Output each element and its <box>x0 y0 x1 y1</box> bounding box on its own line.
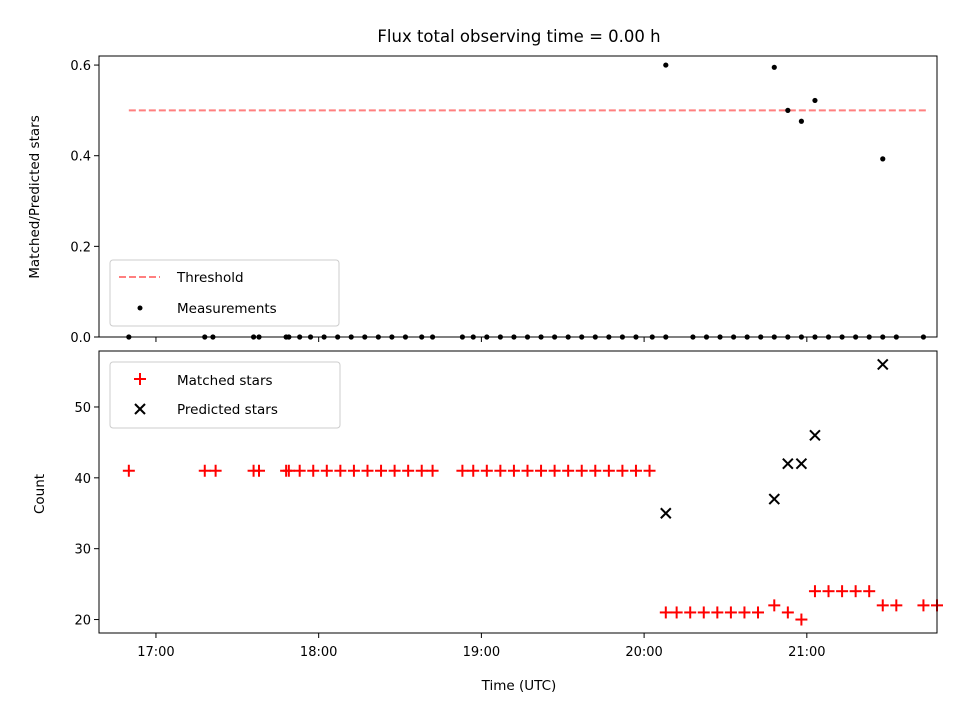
matched-star-point <box>253 464 266 477</box>
legend-measurements-label: Measurements <box>177 301 277 317</box>
matched-star-point <box>849 585 862 598</box>
measurement-point <box>663 62 669 68</box>
matched-star-point <box>521 464 534 477</box>
x-axis-label: Time (UTC) <box>481 678 557 694</box>
matched-star-point <box>402 464 415 477</box>
matched-star-point <box>917 599 930 612</box>
matched-star-point <box>494 464 507 477</box>
matched-star-point <box>548 464 561 477</box>
measurement-point <box>798 118 805 124</box>
matched-star-point <box>415 464 428 477</box>
bottom-legend: Matched stars Predicted stars <box>109 361 341 429</box>
x-tick-label: 20:00 <box>625 645 662 660</box>
matched-star-point <box>307 464 320 477</box>
matched-star-point <box>795 613 808 626</box>
matched-star-point <box>724 606 737 619</box>
matched-star-point <box>361 464 374 477</box>
matched-star-point <box>822 585 835 598</box>
measurement-point <box>880 156 886 162</box>
x-tick-label: 19:00 <box>463 645 500 660</box>
matched-star-point <box>535 464 548 477</box>
top-plot-area: 0.0 0.2 0.4 0.6 <box>70 55 938 346</box>
y-tick-label: 50 <box>74 401 91 416</box>
matched-star-point <box>480 464 493 477</box>
measurement-point <box>785 107 791 113</box>
measurement-point <box>771 64 777 70</box>
matched-star-point <box>659 606 672 619</box>
matched-star-point <box>575 464 588 477</box>
legend-threshold-label: Threshold <box>176 270 244 286</box>
y-tick-label: 0.6 <box>70 59 91 74</box>
matched-star-point <box>711 606 724 619</box>
y-tick-label: 0.0 <box>70 331 91 346</box>
matched-star-point <box>781 606 794 619</box>
matched-star-point <box>507 464 520 477</box>
matched-star-point <box>768 599 781 612</box>
top-y-axis-label: Matched/Predicted stars <box>27 115 43 278</box>
bottom-plot-area: 20 30 40 50 17:00 18:00 19:00 20:00 21:00 <box>74 350 943 660</box>
y-tick-label: 40 <box>74 472 91 487</box>
matched-star-point <box>209 464 222 477</box>
matched-star-point <box>467 464 480 477</box>
matched-star-point <box>629 464 642 477</box>
predicted-star-point <box>795 457 808 470</box>
matched-star-point <box>426 464 439 477</box>
y-tick-label: 0.2 <box>70 240 91 255</box>
matched-star-point <box>876 599 889 612</box>
legend-measurements-swatch <box>137 305 143 311</box>
matched-star-point <box>670 606 683 619</box>
matched-star-point <box>388 464 401 477</box>
matched-star-point <box>293 464 306 477</box>
matched-star-point <box>602 464 615 477</box>
matched-star-point <box>456 464 469 477</box>
matched-star-point <box>616 464 629 477</box>
matched-star-point <box>589 464 602 477</box>
y-tick-label: 20 <box>74 614 91 629</box>
predicted-star-point <box>768 493 780 505</box>
x-tick-label: 17:00 <box>137 645 174 660</box>
chart-title: Flux total observing time = 0.00 h <box>377 27 660 46</box>
y-tick-label: 0.4 <box>70 150 91 165</box>
matched-star-point <box>808 585 821 598</box>
matched-star-point <box>282 464 295 477</box>
predicted-star-point <box>809 429 821 442</box>
matched-star-point <box>347 464 360 477</box>
legend-predicted-swatch <box>134 403 146 415</box>
matched-star-point <box>863 585 876 598</box>
matched-star-point <box>643 464 656 477</box>
matched-star-point <box>562 464 575 477</box>
y-tick-label: 30 <box>74 543 91 558</box>
predicted-star-point <box>660 507 672 519</box>
matched-star-point <box>752 606 765 619</box>
matched-star-point <box>375 464 388 477</box>
matched-star-point <box>738 606 751 619</box>
predicted-star-point <box>782 457 794 470</box>
predicted-star-point <box>877 358 889 371</box>
legend-matched-label: Matched stars <box>177 373 273 389</box>
matched-star-point <box>198 464 211 477</box>
top-legend: Threshold Measurements <box>109 259 340 327</box>
matched-star-point <box>684 606 697 619</box>
matched-star-point <box>890 599 903 612</box>
bottom-y-axis-label: Count <box>32 474 48 514</box>
x-tick-label: 18:00 <box>300 645 337 660</box>
matched-star-point <box>836 585 849 598</box>
bottom-axes-frame <box>98 350 938 634</box>
measurement-point <box>812 97 818 104</box>
matched-star-point <box>697 606 710 619</box>
legend-predicted-label: Predicted stars <box>177 402 278 418</box>
matched-star-point <box>122 464 135 477</box>
matched-star-point <box>320 464 333 477</box>
legend-matched-swatch <box>134 373 146 385</box>
x-tick-label: 21:00 <box>788 645 825 660</box>
top-axes-frame <box>98 55 938 338</box>
matched-star-point <box>334 464 347 477</box>
